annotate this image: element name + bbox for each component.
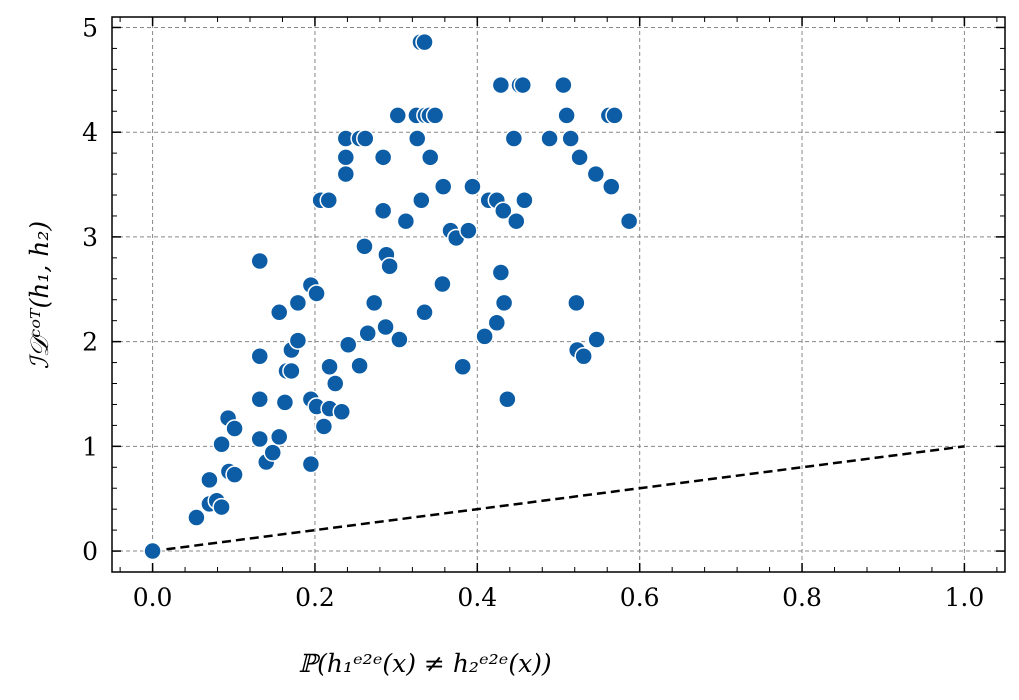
- data-point: [504, 129, 524, 148]
- reference-line-group: [152, 445, 965, 553]
- reference-line: [152, 445, 965, 553]
- data-point: [187, 508, 206, 527]
- data-point: [250, 251, 270, 271]
- data-point: [143, 541, 162, 561]
- data-point: [420, 148, 440, 167]
- x-tick-label: 1.0: [945, 583, 985, 612]
- data-point: [554, 75, 573, 95]
- data-point: [587, 330, 606, 349]
- data-point: [212, 497, 231, 517]
- data-point: [350, 356, 369, 375]
- data-point: [498, 389, 517, 409]
- data-point: [433, 177, 453, 196]
- data-point: [250, 429, 270, 449]
- data-point: [388, 106, 408, 125]
- data-point: [326, 374, 345, 393]
- x-tick-label: 0.2: [295, 583, 335, 612]
- data-point: [282, 361, 301, 381]
- data-point: [586, 164, 606, 184]
- plot-frame: [111, 16, 1006, 573]
- data-point: [557, 106, 576, 125]
- data-point: [396, 211, 416, 231]
- y-tick-label: 3: [82, 223, 98, 252]
- data-point: [376, 317, 395, 337]
- data-point: [380, 256, 399, 276]
- data-point: [567, 293, 586, 313]
- data-point: [515, 191, 534, 210]
- data-point: [336, 148, 356, 167]
- x-tick-label: 0.6: [620, 583, 660, 612]
- data-point: [212, 434, 231, 454]
- data-point: [433, 274, 452, 294]
- data-point: [619, 211, 639, 231]
- data-point: [373, 201, 393, 220]
- data-point: [288, 293, 308, 313]
- data-point: [263, 443, 282, 462]
- data-point: [269, 427, 289, 447]
- data-point: [494, 201, 513, 220]
- ticks: 0.0 0.2 0.4 0.6 0.8 1.0 0 1 2 3 4 5: [82, 13, 1005, 612]
- data-point: [540, 129, 559, 148]
- x-tick-label: 0.8: [782, 583, 822, 612]
- data-point: [225, 465, 244, 484]
- data-point: [373, 148, 393, 167]
- x-axis-label: ℙ(h₁ᵉ²ᵉ(x) ≠ h₂ᵉ²ᵉ(x)): [298, 649, 551, 678]
- data-point: [332, 402, 351, 422]
- data-point: [459, 221, 478, 240]
- data-point: [602, 177, 621, 196]
- y-tick-label: 5: [82, 13, 98, 42]
- x-tick-label: 0.4: [457, 583, 497, 612]
- data-point: [491, 75, 511, 95]
- y-tick-label: 0: [82, 537, 98, 566]
- data-point: [494, 293, 514, 313]
- data-point: [453, 357, 472, 377]
- data-point: [250, 347, 270, 366]
- data-point: [574, 347, 593, 366]
- data-point: [314, 417, 334, 436]
- data-point: [415, 32, 434, 52]
- data-point: [320, 357, 339, 377]
- data-point: [491, 263, 511, 282]
- data-point: [412, 191, 431, 210]
- data-point: [307, 284, 326, 303]
- data-point: [364, 293, 384, 313]
- data-point: [319, 191, 339, 210]
- data-point: [561, 129, 580, 148]
- y-axis-label: ℐ𝒟ᶜᵒᵀ(h₁, h₂): [25, 221, 54, 369]
- data-point: [358, 323, 377, 343]
- data-point: [288, 331, 308, 350]
- data-point: [507, 211, 526, 231]
- data-point: [407, 129, 427, 148]
- data-point: [336, 164, 356, 184]
- data-point: [301, 454, 321, 474]
- data-point: [425, 106, 445, 125]
- data-point: [275, 393, 295, 412]
- y-tick-label: 4: [82, 118, 98, 147]
- grid: [112, 17, 1005, 572]
- data-point: [225, 419, 244, 438]
- data-point: [338, 335, 358, 355]
- y-tick-label: 1: [82, 432, 98, 461]
- y-tick-label: 2: [82, 328, 98, 357]
- data-point: [487, 313, 507, 333]
- data-point: [250, 389, 270, 409]
- data-point: [356, 129, 375, 148]
- data-point: [475, 327, 494, 346]
- data-point: [390, 330, 409, 349]
- x-tick-label: 0.0: [133, 583, 173, 612]
- data-point: [355, 237, 374, 256]
- data-point: [513, 75, 533, 95]
- points: [143, 32, 639, 561]
- data-point: [269, 303, 289, 322]
- data-point: [605, 106, 624, 125]
- data-point: [200, 470, 219, 490]
- data-point: [415, 303, 434, 322]
- data-point: [463, 177, 482, 196]
- data-point: [570, 148, 589, 167]
